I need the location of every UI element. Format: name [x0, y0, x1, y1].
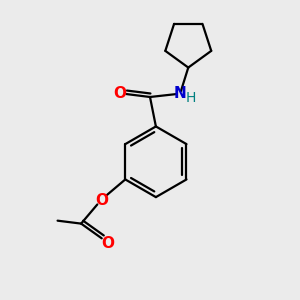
Text: O: O — [95, 193, 108, 208]
Text: O: O — [101, 236, 114, 251]
Text: H: H — [185, 91, 196, 105]
Text: O: O — [113, 86, 127, 101]
Text: N: N — [174, 86, 186, 101]
